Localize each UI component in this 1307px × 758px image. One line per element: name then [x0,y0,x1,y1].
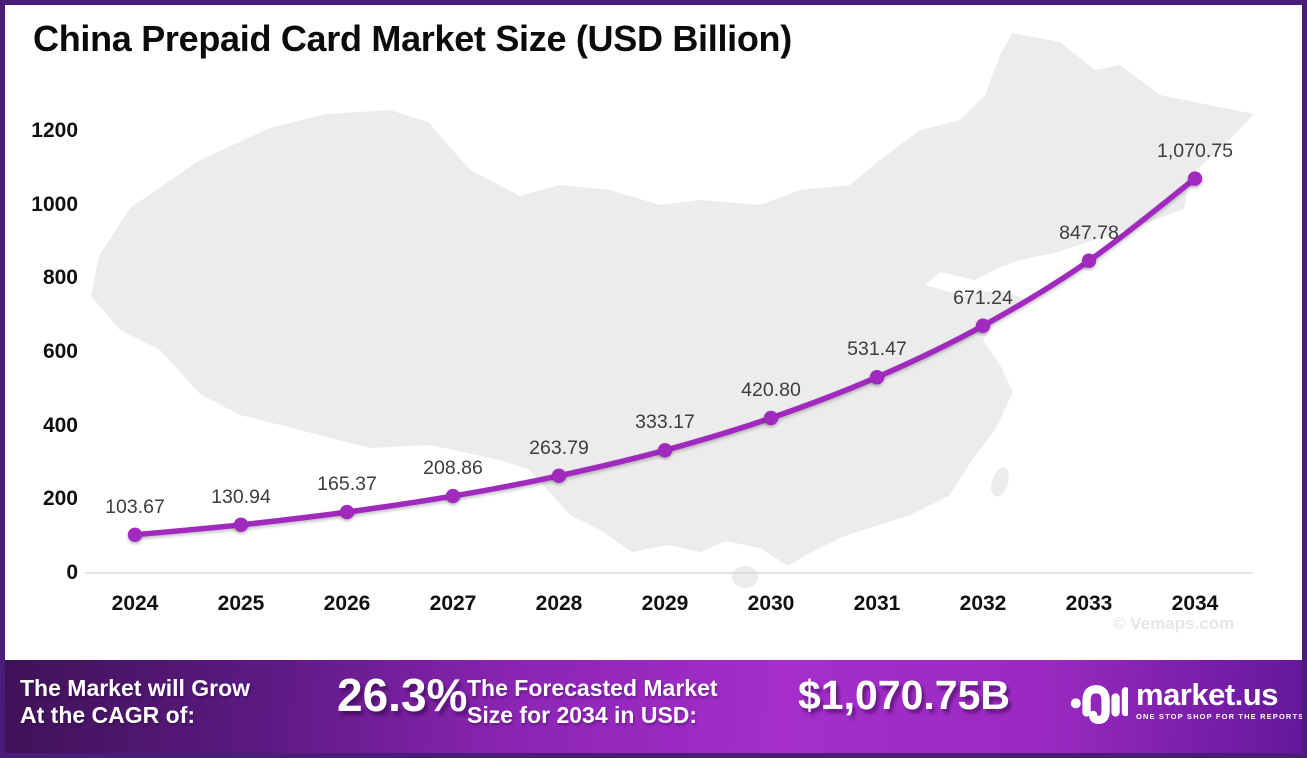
data-point-marker-2033 [1081,253,1097,268]
marketus-logo-icon [1070,685,1128,725]
data-point-marker-2024 [127,527,143,543]
data-point-marker-2027 [445,488,461,504]
data-point-marker-2028 [551,468,567,484]
data-point-marker-2029 [657,443,673,458]
market-size-series [127,171,1203,543]
brand-logo: market.us ONE STOP SHOP FOR THE REPORTS [1070,672,1304,728]
data-point-marker-2031 [869,370,885,385]
chart-title: China Prepaid Card Market Size (USD Bill… [28,16,802,66]
data-point-marker-2026 [339,504,355,520]
footer-banner: The Market will Grow At the CAGR of: 26.… [5,660,1304,753]
data-point-marker-2025 [233,517,249,532]
forecast-label-line2: Size for 2034 in USD: [467,702,698,729]
cagr-label: The Market will Grow At the CAGR of: [20,675,250,729]
data-point-marker-2030 [763,410,779,426]
brand-tagline: ONE STOP SHOP FOR THE REPORTS [1136,712,1305,722]
data-point-marker-2032 [975,318,991,333]
cagr-label-line1: The Market will Grow [20,675,251,701]
watermark: © Vemaps.com [1113,614,1235,633]
cagr-value: 26.3% [337,669,468,721]
forecast-label-line1: The Forecasted Market [467,675,718,701]
brand-name: market.us [1136,676,1278,712]
data-point-marker-2034 [1187,171,1203,186]
brand-text: market.us ONE STOP SHOP FOR THE REPORTS [1136,676,1305,722]
forecast-value: $1,070.75B [798,672,1011,718]
cagr-label-line2: At the CAGR of: [20,702,196,729]
china-map-silhouette [91,33,1254,588]
forecast-label: The Forecasted Market Size for 2034 in U… [467,675,718,729]
